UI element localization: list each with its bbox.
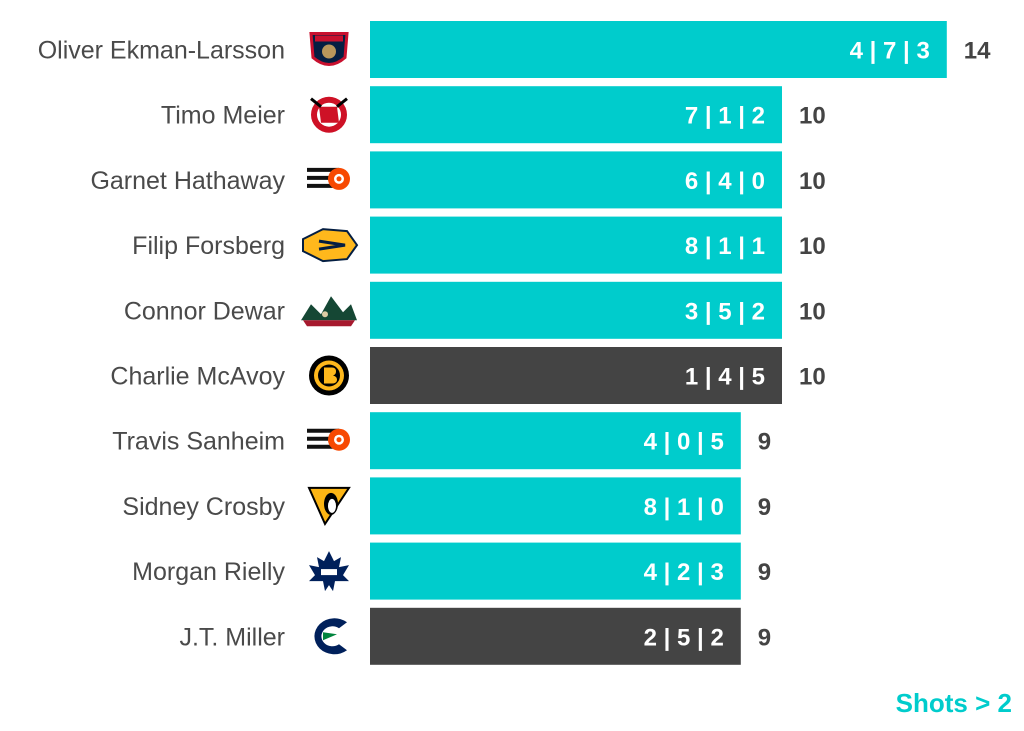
bar-5 bbox=[370, 347, 782, 404]
category-label: Connor Dewar bbox=[124, 297, 285, 325]
bar-breakdown-label: 3 | 5 | 2 bbox=[685, 298, 765, 325]
bar-breakdown-label: 4 | 0 | 5 bbox=[644, 429, 724, 456]
category-label: Charlie McAvoy bbox=[110, 363, 285, 391]
bar-7 bbox=[370, 477, 741, 535]
bar-4 bbox=[370, 281, 782, 339]
bar-total-label: 10 bbox=[799, 103, 826, 130]
bar-total-label: 14 bbox=[964, 38, 991, 65]
bar-total-label: 9 bbox=[758, 559, 771, 586]
boston-bruins-logo-icon bbox=[309, 355, 349, 396]
bar-breakdown-label: 7 | 1 | 2 bbox=[685, 103, 765, 130]
bar-breakdown-label: 1 | 4 | 5 bbox=[685, 364, 765, 391]
vancouver-canucks-logo-icon bbox=[314, 618, 347, 655]
category-label: Filip Forsberg bbox=[132, 232, 285, 260]
bar-breakdown-label: 2 | 5 | 2 bbox=[644, 624, 724, 651]
bar-total-label: 10 bbox=[799, 168, 826, 195]
bar-total-label: 9 bbox=[758, 429, 771, 456]
pittsburgh-penguins-logo-icon bbox=[307, 486, 351, 526]
toronto-maple-leafs-logo-icon bbox=[309, 551, 349, 592]
bar-total-label: 10 bbox=[799, 298, 826, 325]
category-label: J.T. Miller bbox=[179, 623, 285, 651]
bar-2 bbox=[370, 151, 782, 209]
category-label: Morgan Rielly bbox=[132, 558, 285, 586]
category-label: Sidney Crosby bbox=[122, 493, 285, 521]
philadelphia-flyers-logo-icon bbox=[307, 428, 350, 451]
bar-breakdown-label: 8 | 1 | 1 bbox=[685, 233, 765, 260]
bar-9 bbox=[370, 607, 741, 665]
bar-1 bbox=[370, 86, 782, 144]
bar-total-label: 9 bbox=[758, 494, 771, 521]
bar-6 bbox=[370, 412, 741, 470]
minnesota-wild-logo-icon bbox=[301, 296, 357, 327]
bar-breakdown-label: 4 | 2 | 3 bbox=[644, 559, 724, 586]
bar-8 bbox=[370, 542, 741, 600]
bar-total-label: 9 bbox=[758, 624, 771, 651]
bar-total-label: 10 bbox=[799, 233, 826, 260]
category-label: Oliver Ekman-Larsson bbox=[38, 37, 285, 65]
bar-3 bbox=[370, 216, 782, 274]
category-label: Garnet Hathaway bbox=[90, 167, 285, 195]
bar-breakdown-label: 6 | 4 | 0 bbox=[685, 168, 765, 195]
category-label: Travis Sanheim bbox=[112, 428, 285, 456]
category-label: Timo Meier bbox=[161, 102, 285, 130]
philadelphia-flyers-logo-icon bbox=[307, 167, 350, 190]
bar-breakdown-label: 4 | 7 | 3 bbox=[850, 38, 930, 65]
chart-footnote: Shots > 2 bbox=[895, 688, 1012, 718]
bar-breakdown-label: 8 | 1 | 0 bbox=[644, 494, 724, 521]
nashville-predators-logo-icon bbox=[302, 228, 359, 263]
new-jersey-devils-logo-icon bbox=[310, 96, 348, 133]
bar-total-label: 10 bbox=[799, 364, 826, 391]
bar-0 bbox=[370, 21, 947, 78]
florida-panthers-logo-icon bbox=[309, 32, 349, 66]
